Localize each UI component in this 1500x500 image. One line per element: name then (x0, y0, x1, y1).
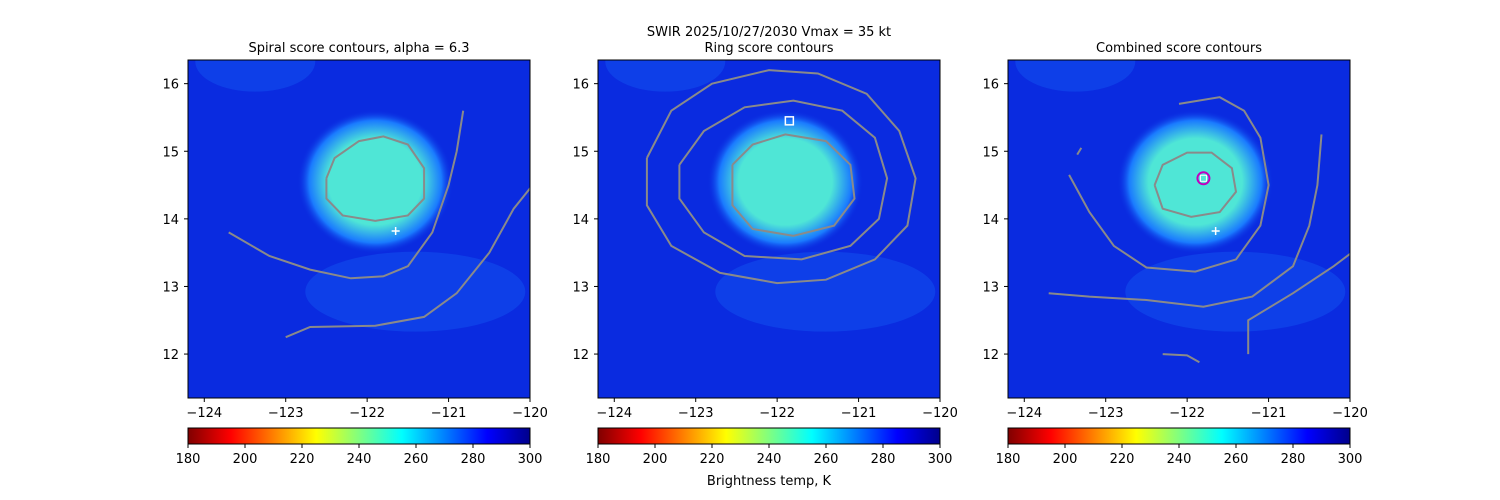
colorbar (597, 427, 941, 445)
axes-frame (187, 59, 531, 399)
y-tick-label: 15 (572, 145, 589, 160)
y-tick-label: 15 (982, 145, 999, 160)
x-tick-label: −123 (678, 406, 714, 421)
colorbar-tick-label: 220 (290, 452, 315, 467)
x-tick-label: −120 (1332, 406, 1368, 421)
panel-3: Combined score contours −124 −123 −122 −121 −… (982, 41, 1368, 467)
colorbar-tick-label: 280 (1281, 452, 1306, 467)
y-tick-label: 14 (572, 213, 589, 228)
colorbar-tick-label: 260 (404, 452, 429, 467)
spiral-band (1015, 60, 1136, 92)
y-tick-label: 12 (982, 348, 999, 363)
colorbar-tick-label: 180 (586, 452, 611, 467)
y-tick-label: 16 (572, 78, 589, 93)
score-contour (228, 110, 465, 280)
score-contour (1048, 134, 1323, 308)
colorbar-tick-label: 200 (1053, 452, 1078, 467)
y-tick-label: 16 (162, 78, 179, 93)
brightness-image (188, 60, 530, 398)
colorbar-tick-label: 280 (871, 452, 896, 467)
colorbar (187, 427, 531, 445)
figure-suptitle: SWIR 2025/10/27/2030 Vmax = 35 kt (647, 25, 891, 40)
score-contour (1153, 151, 1238, 218)
x-tick-label: −122 (349, 406, 385, 421)
score-contour (285, 186, 530, 339)
x-tick-label: −121 (1251, 406, 1287, 421)
x-tick-label: −124 (596, 406, 632, 421)
y-tick-label: 13 (162, 280, 179, 295)
panel-title: Combined score contours (1096, 41, 1262, 56)
x-tick-label: −124 (1006, 406, 1042, 421)
y-tick-label: 13 (572, 280, 589, 295)
colorbar-tick-label: 180 (996, 452, 1021, 467)
spiral-band (1125, 251, 1346, 332)
score-contour (1076, 147, 1083, 156)
y-tick-label: 15 (162, 145, 179, 160)
colorbar-tick-label: 240 (1167, 452, 1192, 467)
x-tick-label: −120 (512, 406, 548, 421)
brightness-image (1008, 60, 1350, 398)
y-tick-label: 14 (982, 213, 999, 228)
cross-marker (391, 227, 400, 236)
score-contour (1247, 252, 1350, 355)
axes-frame (597, 59, 941, 399)
cross-marker (1211, 227, 1220, 236)
colorbar-tick-label: 220 (700, 452, 725, 467)
colorbar-tick-label: 200 (643, 452, 668, 467)
colorbar-tick-label: 300 (928, 452, 953, 467)
spiral-band (605, 60, 726, 92)
panel-2: Ring score contours −124 −123 −122 −121 −120 1… (572, 41, 958, 467)
colorbar-label: Brightness temp, K (707, 474, 832, 489)
square-marker (784, 116, 795, 126)
y-tick-label: 16 (982, 78, 999, 93)
cloud-core (707, 109, 864, 254)
score-contour (731, 133, 856, 237)
x-tick-label: −122 (1169, 406, 1205, 421)
spiral-band (715, 251, 936, 332)
panel-1: Spiral score contours, alpha = 6.3 −124 −1… (162, 41, 548, 467)
colorbar-tick-label: 260 (1224, 452, 1249, 467)
colorbar-tick-label: 240 (757, 452, 782, 467)
x-tick-label: −120 (922, 406, 958, 421)
colorbar-tick-label: 180 (176, 452, 201, 467)
circle-marker (1196, 171, 1211, 186)
score-contour (1162, 353, 1200, 364)
panel-title: Spiral score contours, alpha = 6.3 (248, 41, 469, 56)
colorbar-tick-label: 280 (461, 452, 486, 467)
cloud-core (1117, 109, 1274, 254)
spiral-band (305, 251, 526, 332)
y-tick-label: 12 (162, 348, 179, 363)
x-tick-label: −121 (841, 406, 877, 421)
x-tick-label: −122 (759, 406, 795, 421)
x-tick-label: −123 (1088, 406, 1124, 421)
axes-frame (1007, 59, 1351, 399)
colorbar-tick-label: 200 (233, 452, 258, 467)
x-tick-label: −124 (186, 406, 222, 421)
brightness-image (598, 60, 940, 398)
score-contour (325, 135, 426, 222)
colorbar-tick-label: 300 (1338, 452, 1363, 467)
colorbar-tick-label: 260 (814, 452, 839, 467)
colorbar-tick-label: 240 (347, 452, 372, 467)
score-contour (678, 99, 889, 261)
panel-title: Ring score contours (704, 41, 833, 56)
colorbar-tick-label: 220 (1110, 452, 1135, 467)
y-tick-label: 14 (162, 213, 179, 228)
cloud-core (297, 109, 454, 254)
square-marker (1199, 174, 1207, 182)
score-contour (645, 69, 917, 285)
x-tick-label: −123 (268, 406, 304, 421)
score-contour (1068, 96, 1270, 273)
colorbar (1007, 427, 1351, 445)
colorbar-tick-label: 300 (518, 452, 543, 467)
spiral-band (195, 60, 316, 92)
x-tick-label: −121 (431, 406, 467, 421)
y-tick-label: 12 (572, 348, 589, 363)
y-tick-label: 13 (982, 280, 999, 295)
